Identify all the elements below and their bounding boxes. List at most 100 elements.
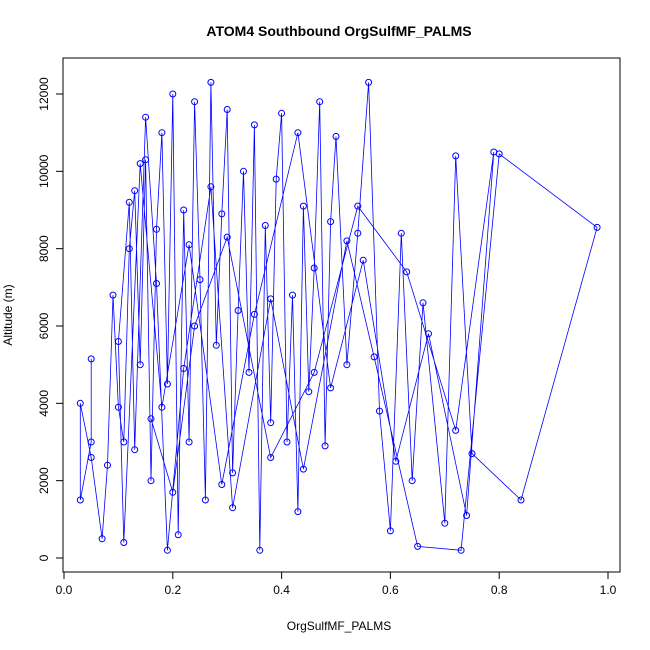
data-point: [120, 539, 128, 546]
data-point: [305, 388, 313, 396]
data-point: [517, 496, 525, 504]
data-point: [250, 121, 258, 129]
data-point: [392, 457, 400, 465]
data-point: [207, 78, 215, 86]
data-point: [299, 202, 307, 210]
data-point: [125, 245, 133, 253]
x-tick-label: 0.8: [491, 583, 508, 597]
data-point: [425, 330, 432, 338]
data-point: [185, 241, 193, 249]
data-point: [245, 368, 253, 376]
data-point: [212, 341, 220, 349]
data-point: [158, 129, 166, 137]
data-point: [452, 426, 460, 434]
data-point: [403, 268, 411, 276]
data-point: [76, 399, 84, 407]
data-point: [125, 198, 133, 206]
data-point: [109, 291, 117, 299]
data-point: [87, 438, 95, 446]
x-tick-label: 0.0: [56, 583, 73, 597]
data-point: [343, 361, 351, 369]
data-point: [299, 465, 307, 473]
data-point: [376, 407, 383, 415]
data-point: [354, 202, 362, 210]
data-point: [272, 175, 280, 183]
data-point: [468, 450, 476, 458]
data-point: [289, 291, 296, 299]
data-point: [163, 380, 171, 388]
y-tick-label: 10000: [37, 154, 51, 188]
data-point: [250, 310, 258, 318]
data-point: [223, 233, 231, 241]
data-point: [267, 419, 275, 427]
data-point: [196, 276, 204, 284]
series-line: [79, 82, 598, 551]
data-point: [136, 361, 144, 369]
series-layer: [76, 78, 601, 554]
data-point: [386, 527, 394, 535]
data-point: [463, 512, 471, 519]
data-point: [370, 353, 378, 361]
data-point: [294, 508, 302, 516]
data-point: [321, 442, 329, 450]
data-point: [136, 160, 144, 168]
data-point: [185, 438, 193, 446]
data-point: [283, 438, 291, 446]
data-point: [441, 519, 449, 527]
y-tick-label: 8000: [37, 235, 51, 262]
y-axis-label: Altitude (m): [1, 284, 15, 345]
data-point: [261, 222, 269, 229]
x-axis: 0.0 0.2 0.4 0.6 0.8 1.0: [56, 571, 617, 597]
data-point: [397, 229, 405, 237]
data-point: [332, 133, 340, 140]
data-point: [229, 504, 237, 512]
data-point: [169, 90, 177, 98]
data-point: [191, 322, 199, 330]
data-point: [267, 295, 275, 303]
data-point: [87, 355, 95, 363]
data-point: [354, 229, 362, 237]
data-point: [267, 454, 275, 461]
data-point: [408, 477, 416, 485]
data-point: [201, 496, 209, 504]
data-point: [365, 78, 373, 86]
y-tick-label: 2000: [37, 467, 51, 494]
data-point: [294, 129, 302, 137]
data-point: [218, 210, 226, 218]
data-point: [316, 98, 324, 106]
data-point: [234, 307, 242, 314]
data-point: [457, 546, 465, 554]
data-point: [343, 237, 351, 245]
data-point: [153, 225, 160, 233]
data-point: [163, 546, 171, 554]
y-tick-label: 0: [37, 554, 51, 561]
data-point: [278, 109, 286, 117]
data-point: [327, 218, 335, 226]
data-point: [256, 546, 264, 554]
data-point: [593, 223, 601, 231]
data-point: [114, 338, 122, 345]
x-tick-label: 0.4: [273, 583, 290, 597]
data-point: [207, 183, 215, 191]
data-point: [98, 535, 106, 543]
x-axis-label: OrgSulfMF_PALMS: [287, 619, 391, 633]
chart-title: ATOM4 Southbound OrgSulfMF_PALMS: [206, 23, 471, 39]
y-tick-label: 4000: [37, 390, 51, 417]
data-point: [327, 384, 335, 392]
data-point: [131, 187, 139, 195]
data-point: [310, 264, 318, 272]
data-point: [240, 167, 247, 175]
data-point: [142, 156, 150, 164]
x-tick-label: 0.6: [382, 583, 399, 597]
data-point: [120, 438, 128, 446]
data-point: [87, 454, 95, 461]
data-point: [191, 98, 199, 106]
x-tick-label: 1.0: [600, 583, 617, 597]
data-point: [310, 368, 318, 376]
data-point: [490, 148, 498, 156]
data-point: [153, 280, 160, 287]
y-axis: 0 2000 4000 6000 8000 10000 12000: [37, 77, 64, 561]
data-point: [180, 206, 188, 214]
